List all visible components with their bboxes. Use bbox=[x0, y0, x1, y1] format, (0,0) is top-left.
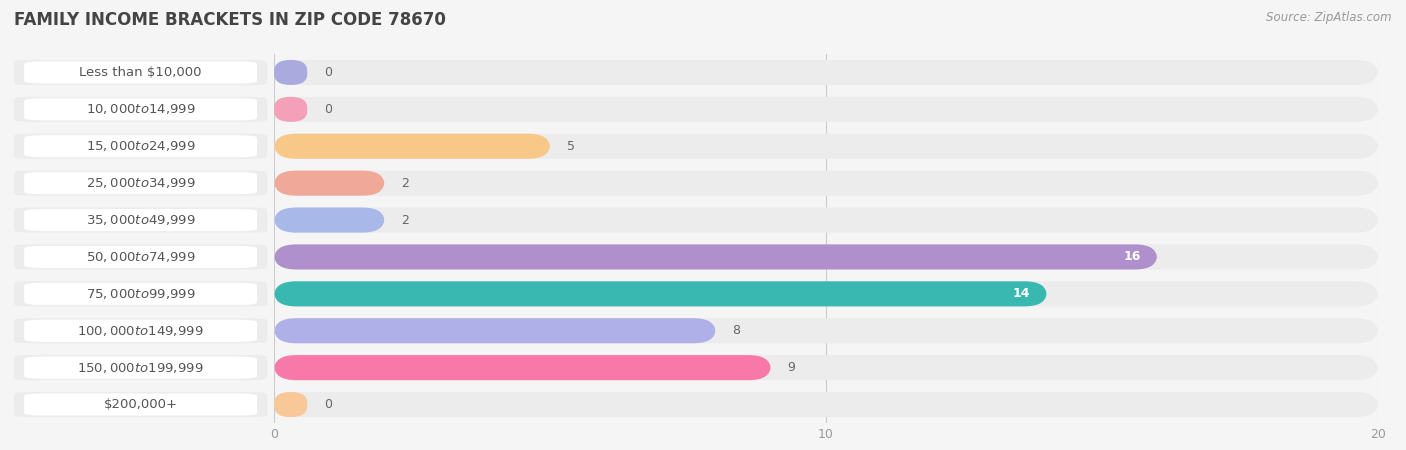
FancyBboxPatch shape bbox=[24, 283, 257, 305]
FancyBboxPatch shape bbox=[274, 355, 770, 380]
Text: 8: 8 bbox=[733, 324, 740, 337]
FancyBboxPatch shape bbox=[24, 172, 257, 194]
Text: Less than $10,000: Less than $10,000 bbox=[79, 66, 202, 79]
FancyBboxPatch shape bbox=[274, 207, 385, 233]
FancyBboxPatch shape bbox=[14, 97, 267, 122]
Text: 2: 2 bbox=[401, 214, 409, 226]
FancyBboxPatch shape bbox=[14, 281, 267, 306]
FancyBboxPatch shape bbox=[274, 355, 1378, 380]
FancyBboxPatch shape bbox=[24, 135, 257, 158]
Text: $35,000 to $49,999: $35,000 to $49,999 bbox=[86, 213, 195, 227]
Text: $150,000 to $199,999: $150,000 to $199,999 bbox=[77, 360, 204, 375]
Text: $25,000 to $34,999: $25,000 to $34,999 bbox=[86, 176, 195, 190]
Text: 0: 0 bbox=[323, 66, 332, 79]
FancyBboxPatch shape bbox=[24, 98, 257, 121]
FancyBboxPatch shape bbox=[274, 392, 1378, 417]
FancyBboxPatch shape bbox=[274, 171, 1378, 196]
Text: Source: ZipAtlas.com: Source: ZipAtlas.com bbox=[1267, 11, 1392, 24]
Text: $200,000+: $200,000+ bbox=[104, 398, 177, 411]
FancyBboxPatch shape bbox=[274, 318, 716, 343]
FancyBboxPatch shape bbox=[14, 60, 267, 85]
FancyBboxPatch shape bbox=[24, 320, 257, 342]
FancyBboxPatch shape bbox=[274, 318, 1378, 343]
FancyBboxPatch shape bbox=[274, 392, 308, 417]
FancyBboxPatch shape bbox=[274, 244, 1378, 270]
FancyBboxPatch shape bbox=[24, 209, 257, 231]
Text: 0: 0 bbox=[323, 103, 332, 116]
FancyBboxPatch shape bbox=[14, 207, 267, 233]
FancyBboxPatch shape bbox=[274, 60, 1378, 85]
FancyBboxPatch shape bbox=[24, 356, 257, 379]
Text: $50,000 to $74,999: $50,000 to $74,999 bbox=[86, 250, 195, 264]
FancyBboxPatch shape bbox=[14, 134, 267, 159]
Text: $100,000 to $149,999: $100,000 to $149,999 bbox=[77, 324, 204, 338]
FancyBboxPatch shape bbox=[274, 134, 1378, 159]
FancyBboxPatch shape bbox=[274, 134, 550, 159]
FancyBboxPatch shape bbox=[274, 60, 308, 85]
Text: $10,000 to $14,999: $10,000 to $14,999 bbox=[86, 102, 195, 117]
FancyBboxPatch shape bbox=[14, 244, 267, 270]
FancyBboxPatch shape bbox=[24, 61, 257, 84]
FancyBboxPatch shape bbox=[24, 246, 257, 268]
FancyBboxPatch shape bbox=[274, 171, 385, 196]
Text: 9: 9 bbox=[787, 361, 796, 374]
Text: 0: 0 bbox=[323, 398, 332, 411]
FancyBboxPatch shape bbox=[14, 318, 267, 343]
Text: 2: 2 bbox=[401, 177, 409, 189]
FancyBboxPatch shape bbox=[274, 207, 1378, 233]
Text: FAMILY INCOME BRACKETS IN ZIP CODE 78670: FAMILY INCOME BRACKETS IN ZIP CODE 78670 bbox=[14, 11, 446, 29]
Text: 5: 5 bbox=[567, 140, 575, 153]
Text: $15,000 to $24,999: $15,000 to $24,999 bbox=[86, 139, 195, 153]
Text: 14: 14 bbox=[1012, 288, 1031, 300]
FancyBboxPatch shape bbox=[14, 355, 267, 380]
FancyBboxPatch shape bbox=[14, 171, 267, 196]
FancyBboxPatch shape bbox=[274, 97, 308, 122]
FancyBboxPatch shape bbox=[274, 281, 1378, 306]
Text: $75,000 to $99,999: $75,000 to $99,999 bbox=[86, 287, 195, 301]
FancyBboxPatch shape bbox=[14, 392, 267, 417]
FancyBboxPatch shape bbox=[274, 244, 1157, 270]
FancyBboxPatch shape bbox=[24, 393, 257, 416]
Text: 16: 16 bbox=[1123, 251, 1140, 263]
FancyBboxPatch shape bbox=[274, 97, 1378, 122]
FancyBboxPatch shape bbox=[274, 281, 1046, 306]
